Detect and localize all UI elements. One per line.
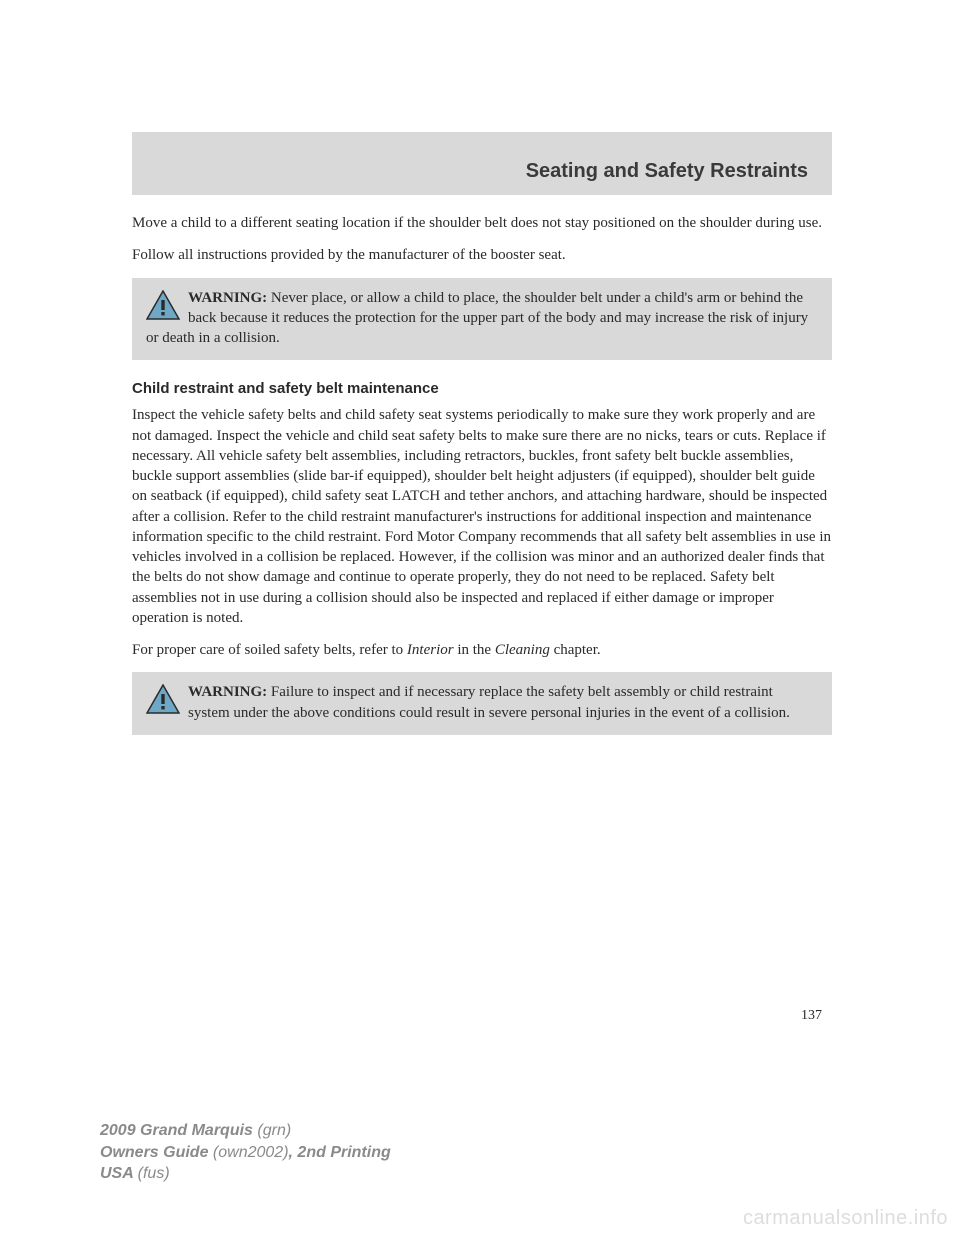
- text-run: chapter.: [550, 642, 601, 658]
- warning-label: WARNING:: [188, 684, 267, 700]
- text-run: in the: [454, 642, 495, 658]
- page: Seating and Safety Restraints Move a chi…: [0, 0, 960, 1242]
- page-number: 137: [801, 1008, 822, 1024]
- warning-box: WARNING: Never place, or allow a child t…: [132, 278, 832, 361]
- footer-block: 2009 Grand Marquis (grn) Owners Guide (o…: [100, 1120, 391, 1185]
- paragraph: Move a child to a different seating loca…: [132, 213, 832, 233]
- warning-box: WARNING: Failure to inspect and if neces…: [132, 672, 832, 735]
- warning-triangle-icon: [146, 684, 180, 714]
- footer-line: 2009 Grand Marquis (grn): [100, 1120, 391, 1142]
- paragraph: Inspect the vehicle safety belts and chi…: [132, 405, 832, 628]
- paragraph: For proper care of soiled safety belts, …: [132, 640, 832, 660]
- footer-bold-italic: USA: [100, 1165, 138, 1182]
- watermark: carmanualsonline.info: [743, 1207, 948, 1230]
- footer-bold-italic: 2009 Grand Marquis: [100, 1122, 257, 1139]
- warning-text: WARNING: Never place, or allow a child t…: [146, 288, 818, 349]
- warning-body: Failure to inspect and if necessary repl…: [188, 684, 790, 720]
- footer-italic: (fus): [138, 1165, 170, 1182]
- italic-ref: Interior: [407, 642, 454, 658]
- italic-ref: Cleaning: [495, 642, 550, 658]
- footer-bold-italic: , 2nd Printing: [289, 1144, 391, 1161]
- footer-bold-italic: Owners Guide: [100, 1144, 213, 1161]
- footer-italic: (own2002): [213, 1144, 289, 1161]
- footer-italic: (grn): [257, 1122, 291, 1139]
- footer-line: Owners Guide (own2002), 2nd Printing: [100, 1142, 391, 1164]
- paragraph: Follow all instructions provided by the …: [132, 245, 832, 265]
- warning-label: WARNING:: [188, 290, 267, 306]
- text-run: For proper care of soiled safety belts, …: [132, 642, 407, 658]
- warning-triangle-icon: [146, 290, 180, 320]
- warning-text: WARNING: Failure to inspect and if neces…: [146, 682, 818, 723]
- footer-line: USA (fus): [100, 1163, 391, 1185]
- header-band: Seating and Safety Restraints: [132, 132, 832, 195]
- chapter-title: Seating and Safety Restraints: [156, 160, 808, 183]
- section-heading: Child restraint and safety belt maintena…: [132, 380, 832, 397]
- content-area: Seating and Safety Restraints Move a chi…: [132, 132, 832, 755]
